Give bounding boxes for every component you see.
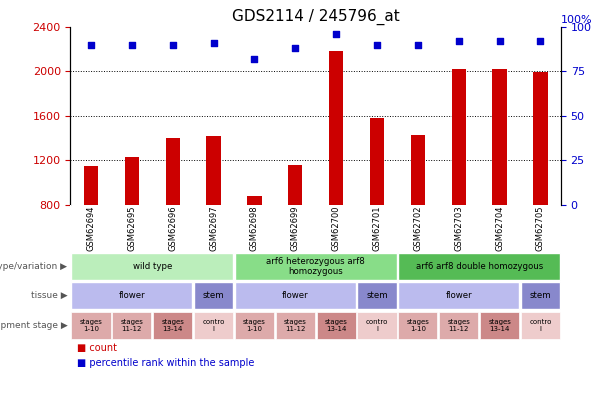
Point [127,41,137,48]
Text: stages
1-10: stages 1-10 [406,319,429,332]
Bar [166,138,180,205]
Text: tissue ▶: tissue ▶ [31,291,67,301]
Text: wild type: wild type [132,262,172,271]
Text: arf6 arf8 double homozygous: arf6 arf8 double homozygous [416,262,543,271]
Text: 100%: 100% [561,15,593,25]
Point [372,41,382,48]
Text: GSM62694: GSM62694 [86,205,96,251]
Bar [235,282,356,309]
Point [249,55,259,62]
Point [413,41,423,48]
Point [86,41,96,48]
Bar [357,282,397,309]
Bar [71,282,192,309]
Bar [398,312,438,339]
Bar [194,312,233,339]
Bar [71,312,110,339]
Text: flower: flower [118,291,145,301]
Bar [194,282,233,309]
Point [536,38,546,44]
Bar [288,165,302,205]
Point [168,41,178,48]
Text: stages
1-10: stages 1-10 [80,319,102,332]
Text: flower: flower [446,291,472,301]
Bar [207,136,221,205]
Bar [247,196,262,205]
Text: stages
1-10: stages 1-10 [243,319,266,332]
Text: stages
11-12: stages 11-12 [284,319,306,332]
Point [454,38,463,44]
Point [291,45,300,51]
Bar [316,312,356,339]
Text: genotype/variation ▶: genotype/variation ▶ [0,262,67,271]
Bar [533,72,547,205]
Text: GSM62702: GSM62702 [413,205,422,251]
Bar [235,312,274,339]
Bar [71,253,233,280]
Text: development stage ▶: development stage ▶ [0,321,67,330]
Text: stages
13-14: stages 13-14 [488,319,511,332]
Bar [357,312,397,339]
Bar [329,51,343,205]
Bar [452,69,466,205]
Bar [398,282,519,309]
Bar [398,253,560,280]
Text: stem: stem [366,291,388,301]
Text: stem: stem [203,291,224,301]
Text: GSM62695: GSM62695 [128,205,136,251]
Text: arf6 heterozygous arf8
homozygous: arf6 heterozygous arf8 homozygous [266,257,365,276]
Bar [521,312,560,339]
Text: GSM62699: GSM62699 [291,205,300,251]
Text: contro
l: contro l [202,319,225,332]
Bar [492,69,507,205]
Bar [411,135,425,205]
Point [495,38,504,44]
Text: stages
13-14: stages 13-14 [325,319,348,332]
Text: GSM62697: GSM62697 [209,205,218,251]
Text: GSM62705: GSM62705 [536,205,545,251]
Text: GSM62700: GSM62700 [332,205,341,251]
Point [331,31,341,37]
Bar [124,157,139,205]
Text: flower: flower [282,291,308,301]
Bar [235,253,397,280]
Text: stages
11-12: stages 11-12 [447,319,470,332]
Bar [276,312,315,339]
Point [208,40,218,46]
Text: ■ count: ■ count [77,343,116,353]
Text: stages
11-12: stages 11-12 [120,319,143,332]
Text: GSM62701: GSM62701 [373,205,381,251]
Bar [84,166,98,205]
Text: GSM62704: GSM62704 [495,205,504,251]
Text: GSM62703: GSM62703 [454,205,463,251]
Bar [480,312,519,339]
Text: GSM62696: GSM62696 [168,205,177,251]
Text: ■ percentile rank within the sample: ■ percentile rank within the sample [77,358,254,368]
Text: contro
l: contro l [529,319,552,332]
Text: contro
l: contro l [366,319,388,332]
Bar [521,282,560,309]
Bar [439,312,478,339]
Bar [112,312,151,339]
Text: GSM62698: GSM62698 [250,205,259,251]
Text: stages
13-14: stages 13-14 [161,319,184,332]
Bar [370,118,384,205]
Bar [153,312,192,339]
Title: GDS2114 / 245796_at: GDS2114 / 245796_at [232,9,400,26]
Text: stem: stem [530,291,551,301]
